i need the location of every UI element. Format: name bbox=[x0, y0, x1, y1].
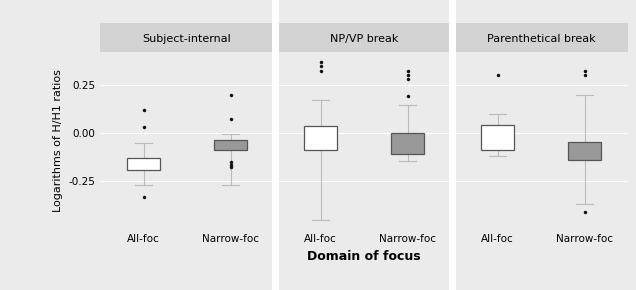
PathPatch shape bbox=[214, 140, 247, 150]
PathPatch shape bbox=[304, 126, 337, 150]
PathPatch shape bbox=[568, 142, 601, 160]
PathPatch shape bbox=[391, 133, 424, 154]
Y-axis label: Logarithms of H/H1 ratios: Logarithms of H/H1 ratios bbox=[53, 69, 63, 212]
Text: Parenthetical break: Parenthetical break bbox=[487, 34, 595, 44]
PathPatch shape bbox=[127, 158, 160, 171]
PathPatch shape bbox=[481, 125, 514, 150]
Text: Subject-internal: Subject-internal bbox=[142, 34, 232, 44]
X-axis label: Domain of focus: Domain of focus bbox=[307, 249, 421, 262]
Text: NP/VP break: NP/VP break bbox=[330, 34, 398, 44]
